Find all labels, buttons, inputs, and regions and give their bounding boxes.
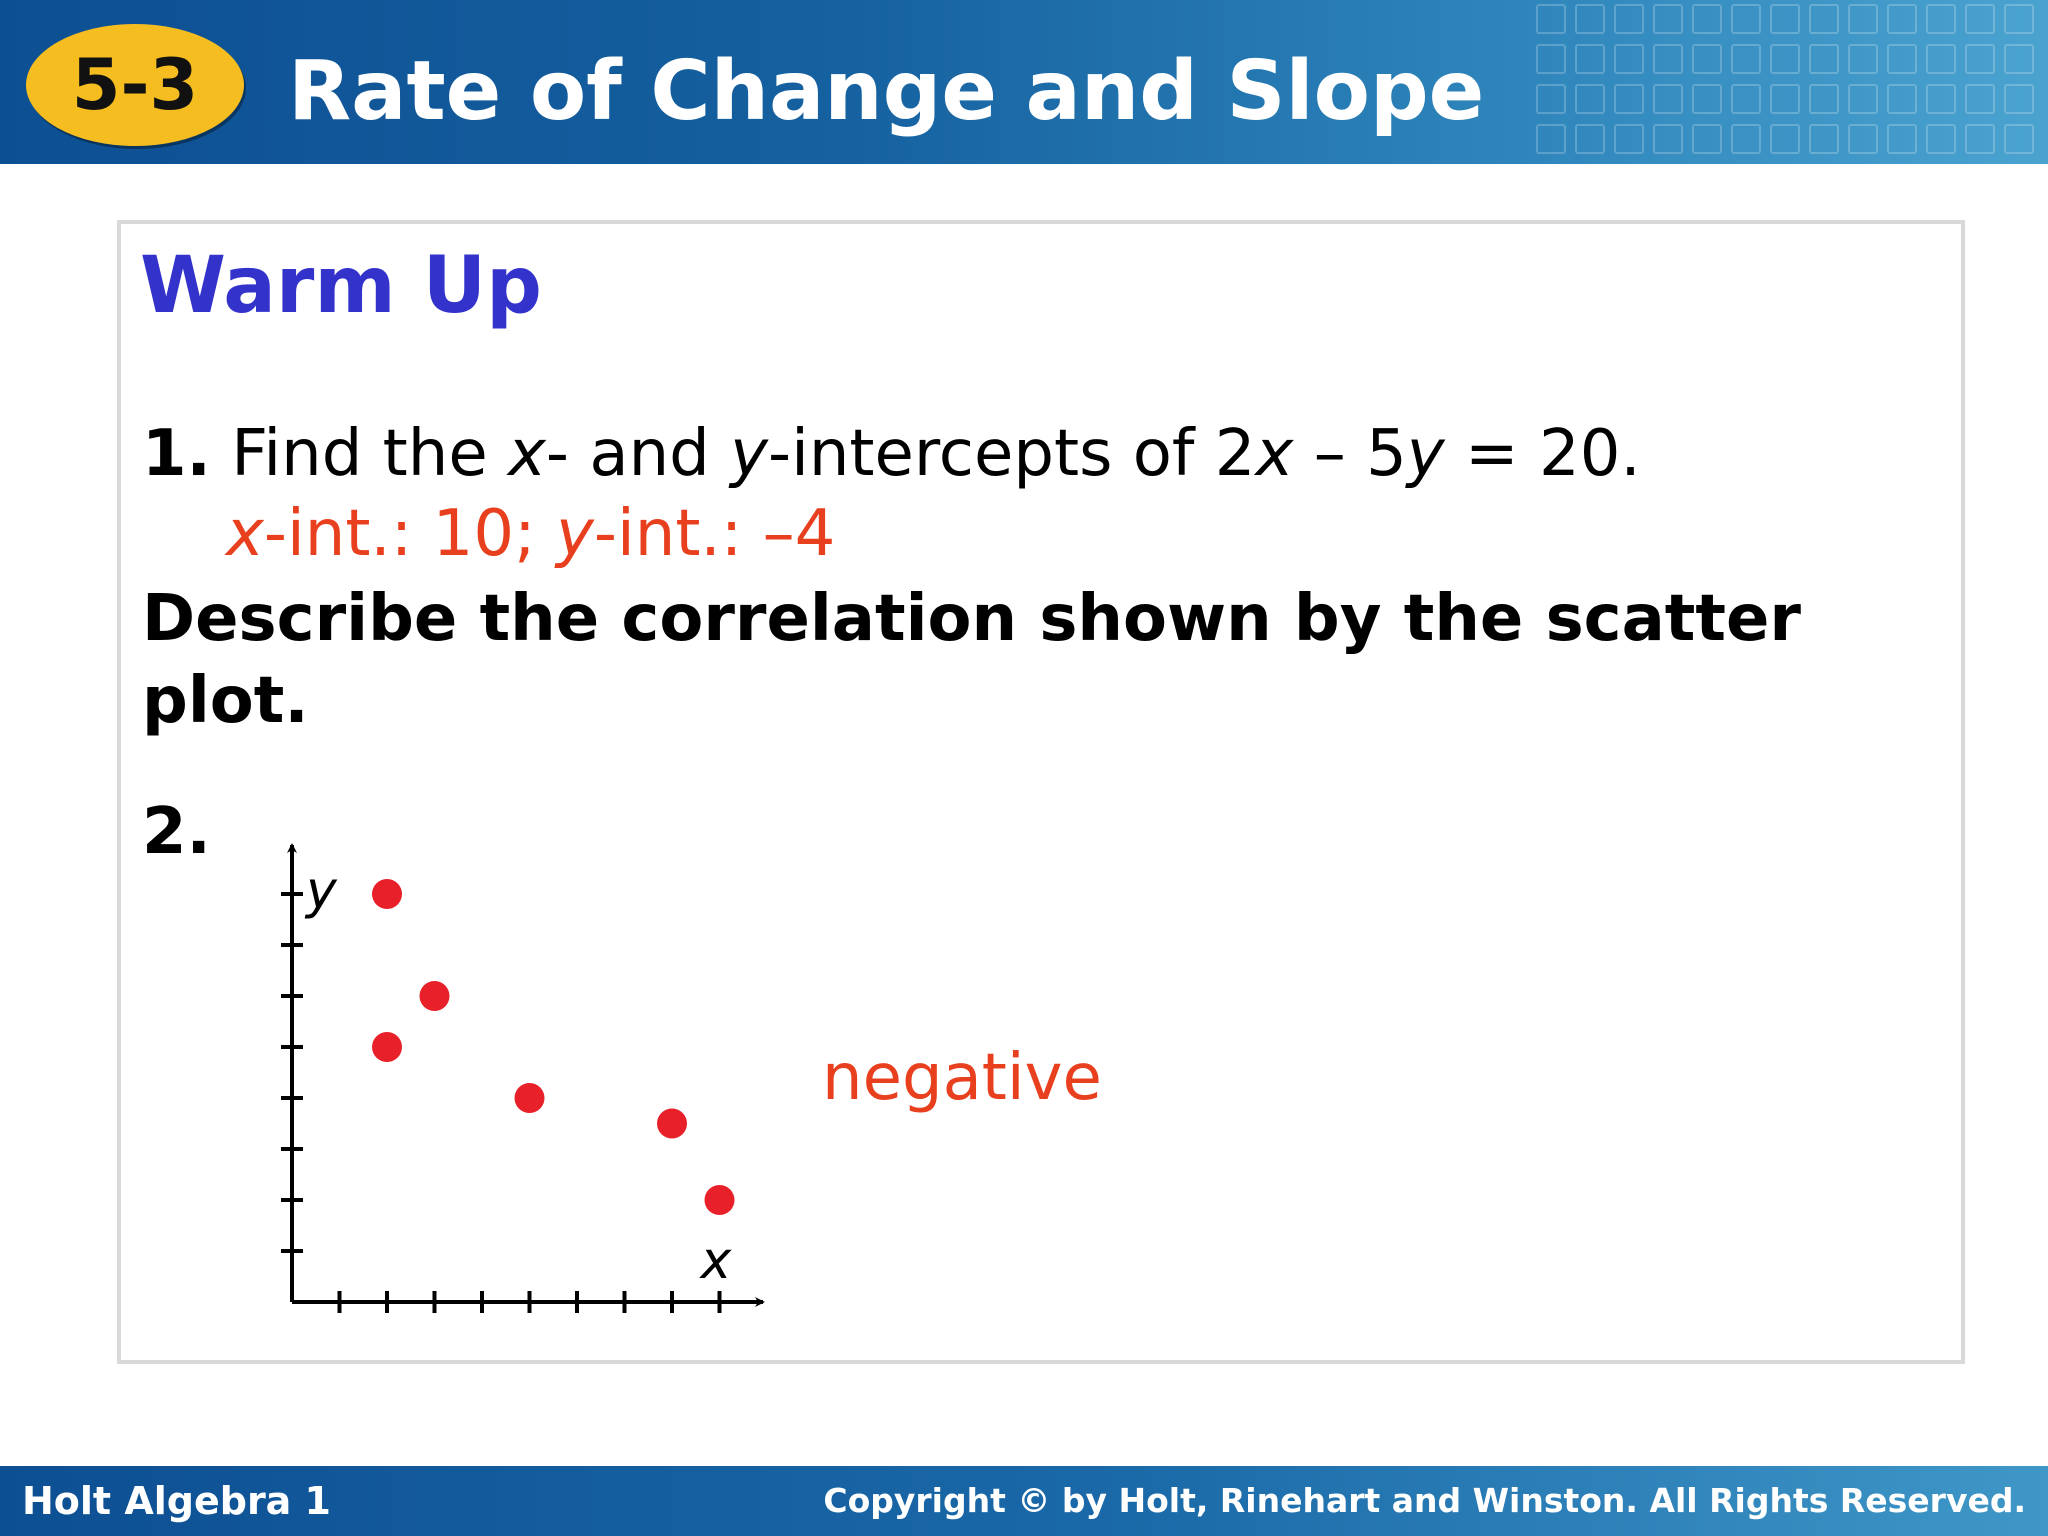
- header-grid-cell: [1614, 44, 1644, 74]
- q1-text-5: = 20.: [1444, 417, 1641, 491]
- question-1-number: 1.: [142, 417, 211, 491]
- lesson-number: 5-3: [71, 44, 199, 126]
- scatter-plot: x y: [281, 843, 765, 1313]
- header-grid-cell: [2004, 84, 2034, 114]
- q1-text-4: – 5: [1293, 417, 1407, 491]
- header-grid-cell: [1770, 124, 1800, 154]
- header-grid-cell: [1965, 44, 1995, 74]
- header-grid-cell: [1731, 124, 1761, 154]
- header-grid-cell: [1770, 4, 1800, 34]
- scatter-point: [704, 1185, 735, 1215]
- footer-copyright: Copyright © by Holt, Rinehart and Winsto…: [823, 1481, 2026, 1520]
- header-grid-cell: [1965, 4, 1995, 34]
- header-grid-cell: [1692, 4, 1722, 34]
- a1-text-1: -int.: 10;: [263, 497, 556, 571]
- header-grid-cell: [1887, 4, 1917, 34]
- header-grid-cell: [1731, 84, 1761, 114]
- content-box: [117, 220, 1965, 1364]
- header-bar: [0, 0, 2048, 164]
- header-grid-cell: [1809, 124, 1839, 154]
- header-grid-cell: [1887, 84, 1917, 114]
- footer-book-title: Holt Algebra 1: [22, 1479, 331, 1523]
- header-grid-cell: [1887, 44, 1917, 74]
- header-grid-cell: [1809, 4, 1839, 34]
- header-grid-cell: [1575, 44, 1605, 74]
- footer-bar: Holt Algebra 1 Copyright © by Holt, Rine…: [0, 1466, 2048, 1536]
- plot-axes: [287, 843, 765, 1307]
- header-grid-cell: [1575, 84, 1605, 114]
- header-grid-cell: [1926, 84, 1956, 114]
- header-grid-cell: [1692, 84, 1722, 114]
- header-grid-cell: [1770, 84, 1800, 114]
- question-2-number: 2.: [142, 795, 211, 869]
- a1-var-y: y: [556, 497, 594, 571]
- scatter-point: [372, 1032, 402, 1062]
- header-grid-cell: [1965, 124, 1995, 154]
- answer-1: x-int.: 10; y-int.: –4: [226, 494, 835, 574]
- warm-up-heading: Warm Up: [140, 241, 542, 331]
- header-grid-cell: [1731, 4, 1761, 34]
- a1-var-x: x: [226, 497, 264, 571]
- header-grid-cell: [1731, 44, 1761, 74]
- header-grid-cell: [1536, 4, 1566, 34]
- header-grid-cell: [1653, 84, 1683, 114]
- lesson-badge: [26, 24, 244, 146]
- header-grid-cell: [1614, 124, 1644, 154]
- plot-points: [372, 879, 735, 1215]
- header-grid-cell: [1692, 44, 1722, 74]
- header-grid-cell: [1614, 84, 1644, 114]
- header-grid-cell: [1809, 84, 1839, 114]
- header-grid-cell: [1614, 4, 1644, 34]
- q1-var-x: x: [508, 417, 546, 491]
- q1-var-x2: x: [1255, 417, 1294, 491]
- scatter-point: [657, 1108, 687, 1139]
- scatter-point: [514, 1083, 545, 1113]
- x-axis-label: x: [699, 1231, 733, 1291]
- header-grid-cell: [1575, 124, 1605, 154]
- scatter-point: [372, 879, 402, 909]
- question-1: 1. Find the x- and y-intercepts of 2x – …: [142, 414, 1641, 494]
- instruction-text: Describe the correlation shown by the sc…: [142, 582, 1801, 738]
- header-grid-cell: [1887, 124, 1917, 154]
- q1-text-1: Find the: [210, 417, 509, 491]
- plot-ticks: [281, 892, 722, 1313]
- header-grid-cell: [1809, 44, 1839, 74]
- header-grid-cell: [2004, 4, 2034, 34]
- header-grid-cell: [1536, 124, 1566, 154]
- header-grid-cell: [1692, 124, 1722, 154]
- header-grid-decoration: [1528, 0, 2048, 164]
- header-grid-cell: [1653, 44, 1683, 74]
- q1-var-y2: y: [1406, 417, 1445, 491]
- header-grid-cell: [1848, 44, 1878, 74]
- header-grid-cell: [2004, 124, 2034, 154]
- header-grid-cell: [1575, 4, 1605, 34]
- a1-text-2: -int.: –4: [593, 497, 836, 571]
- header-grid-cell: [1926, 124, 1956, 154]
- header-grid-cell: [1848, 4, 1878, 34]
- header-grid-cell: [1926, 44, 1956, 74]
- scatter-point: [419, 981, 450, 1011]
- q1-text-3: -intercepts of 2: [767, 417, 1256, 491]
- header-grid-cell: [1536, 84, 1566, 114]
- header-grid-cell: [1536, 44, 1566, 74]
- y-axis-label: y: [304, 861, 338, 921]
- header-grid-cell: [1653, 124, 1683, 154]
- q1-text-2: - and: [545, 417, 731, 491]
- page-title: Rate of Change and Slope: [288, 44, 1485, 139]
- header-grid-cell: [1848, 84, 1878, 114]
- header-grid-cell: [1965, 84, 1995, 114]
- answer-2: negative: [822, 1041, 1102, 1115]
- header-grid-cell: [1653, 4, 1683, 34]
- header-grid-cell: [1848, 124, 1878, 154]
- header-grid-cell: [2004, 44, 2034, 74]
- header-grid-cell: [1770, 44, 1800, 74]
- header-grid-cell: [1926, 4, 1956, 34]
- q1-var-y: y: [730, 417, 768, 491]
